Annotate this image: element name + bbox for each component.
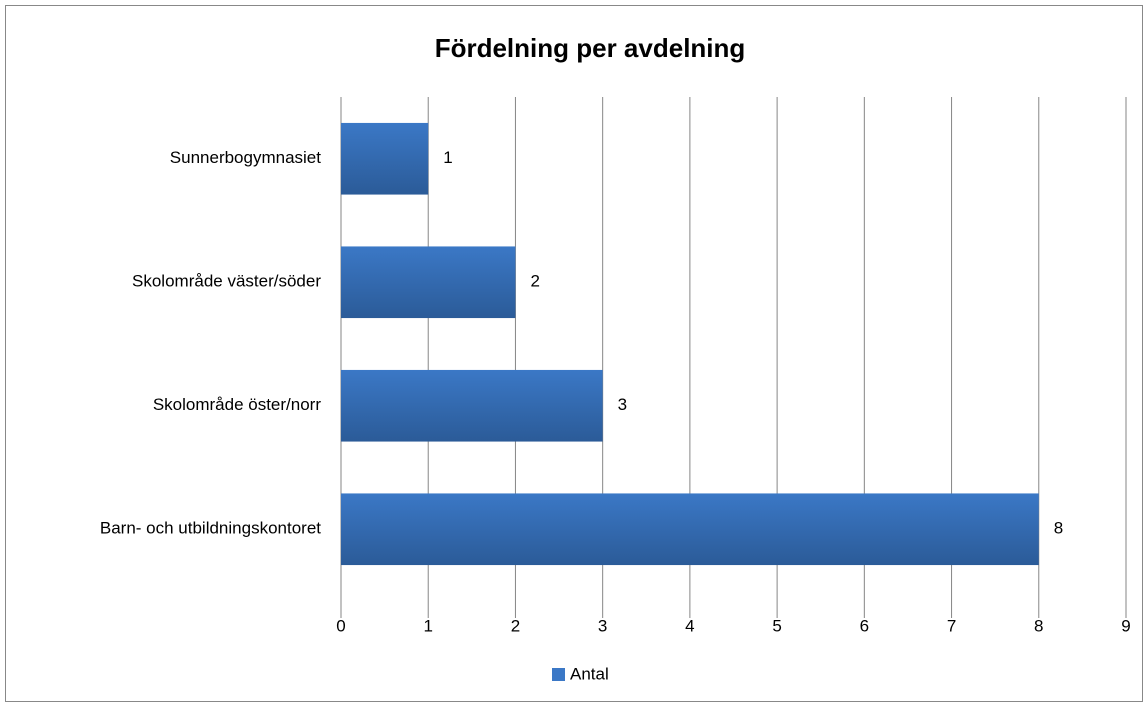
x-tick-label: 7 bbox=[947, 616, 956, 635]
data-label: 3 bbox=[618, 395, 627, 414]
bar bbox=[341, 246, 516, 319]
x-tick-label: 1 bbox=[423, 616, 432, 635]
legend-label: Antal bbox=[570, 664, 609, 683]
data-label: 1 bbox=[443, 148, 452, 167]
x-tick-label: 3 bbox=[598, 616, 607, 635]
x-tick-label: 2 bbox=[511, 616, 520, 635]
data-label: 2 bbox=[530, 272, 539, 291]
y-tick-label: Skolområde väster/söder bbox=[132, 272, 321, 291]
bar bbox=[341, 493, 1039, 566]
x-tick-label: 6 bbox=[860, 616, 869, 635]
x-tick-label: 8 bbox=[1034, 616, 1043, 635]
data-label: 8 bbox=[1054, 519, 1063, 538]
chart-border bbox=[5, 5, 1143, 702]
x-tick-label: 0 bbox=[336, 616, 345, 635]
x-tick-label: 5 bbox=[772, 616, 781, 635]
y-tick-label: Sunnerbogymnasiet bbox=[170, 148, 321, 167]
bar bbox=[341, 369, 603, 442]
x-tick-label: 4 bbox=[685, 616, 694, 635]
bar bbox=[341, 122, 429, 195]
y-tick-label: Barn- och utbildningskontoret bbox=[100, 519, 321, 538]
x-tick-label: 9 bbox=[1121, 616, 1130, 635]
chart-title: Fördelning per avdelning bbox=[435, 33, 746, 63]
legend-swatch bbox=[552, 668, 565, 681]
y-tick-label: Skolområde öster/norr bbox=[153, 395, 322, 414]
